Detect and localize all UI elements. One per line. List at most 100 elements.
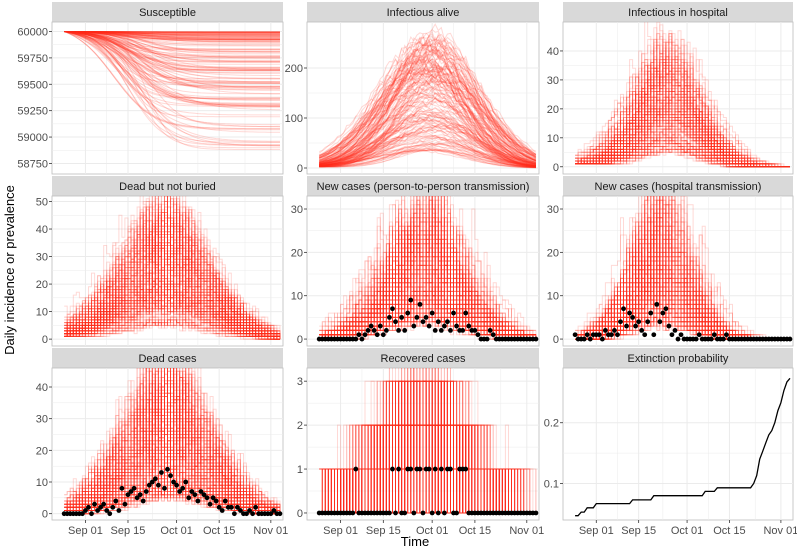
simulation-line xyxy=(64,31,280,37)
simulation-line xyxy=(319,217,536,340)
simulation-line xyxy=(64,196,281,340)
simulation-line xyxy=(575,148,790,168)
simulation-line xyxy=(64,225,280,335)
observed-point xyxy=(207,501,213,507)
simulation-line xyxy=(64,31,280,131)
simulation-line xyxy=(575,36,790,168)
simulation-line xyxy=(64,421,280,515)
simulation-line xyxy=(64,196,280,340)
observed-point xyxy=(159,470,164,475)
simulation-line xyxy=(319,290,536,340)
simulation-line xyxy=(64,440,280,515)
simulation-line xyxy=(64,31,280,34)
panel-bg-new-cases-hospital xyxy=(562,195,794,347)
simulation-line xyxy=(64,415,280,515)
simulation-line xyxy=(575,140,790,168)
simulation-line xyxy=(64,383,280,511)
simulation-line xyxy=(575,199,790,340)
simulation-line xyxy=(319,107,536,166)
simulation-line xyxy=(575,137,790,168)
simulation-line xyxy=(319,316,536,340)
strip-infectious-alive xyxy=(307,2,539,22)
simulation-line xyxy=(575,79,790,168)
simulation-line xyxy=(319,35,537,166)
simulation-line xyxy=(575,41,790,168)
simulation-line xyxy=(319,269,536,340)
simulation-line xyxy=(319,98,537,164)
simulation-line xyxy=(64,380,281,514)
simulation-line xyxy=(575,99,790,168)
simulation-line xyxy=(319,133,536,168)
observed-point xyxy=(693,336,699,342)
strip-title-infectious-hospital: Infectious in hospital xyxy=(628,7,728,19)
simulation-line xyxy=(575,73,790,168)
observed-point xyxy=(405,310,411,316)
simulation-line xyxy=(319,48,537,160)
simulation-line xyxy=(64,396,281,508)
simulation-line xyxy=(64,31,280,99)
simulation-line xyxy=(575,212,790,340)
simulation-line xyxy=(319,217,536,340)
simulation-line xyxy=(64,294,280,340)
simulation-line xyxy=(64,31,280,34)
simulation-line xyxy=(64,31,280,80)
simulation-line xyxy=(319,62,536,159)
observed-point xyxy=(235,504,240,510)
simulation-line xyxy=(575,148,790,168)
simulation-line xyxy=(64,31,280,118)
simulation-line xyxy=(319,380,536,514)
simulation-line xyxy=(575,105,790,168)
simulation-line xyxy=(319,115,537,166)
observed-point xyxy=(648,310,654,316)
observed-point xyxy=(720,336,726,342)
simulation-line xyxy=(575,114,790,168)
simulation-line xyxy=(319,125,536,167)
simulation-line xyxy=(575,251,790,340)
simulation-line xyxy=(64,31,280,91)
simulation-line xyxy=(575,41,790,168)
simulation-line xyxy=(64,31,280,84)
observed-point xyxy=(660,310,666,316)
simulation-line xyxy=(319,68,537,164)
simulation-line xyxy=(64,31,280,40)
simulation-line xyxy=(319,39,537,168)
observed-point xyxy=(79,511,85,517)
simulation-line xyxy=(319,43,537,166)
simulation-line xyxy=(64,31,280,72)
simulation-line xyxy=(64,31,280,84)
observed-point xyxy=(711,332,717,338)
simulation-line xyxy=(64,196,280,337)
simulation-line xyxy=(64,245,280,340)
simulation-line xyxy=(319,113,536,167)
observed-point xyxy=(393,319,398,325)
observed-point xyxy=(83,508,88,513)
simulation-line xyxy=(319,282,537,340)
simulation-line xyxy=(64,31,280,37)
simulation-line xyxy=(319,144,536,168)
simulation-line xyxy=(64,443,280,515)
simulation-line xyxy=(64,31,280,39)
observed-point xyxy=(615,332,620,338)
simulation-line xyxy=(64,31,280,143)
simulation-line xyxy=(64,31,280,68)
simulation-line xyxy=(319,208,536,336)
simulation-line xyxy=(64,430,281,515)
simulation-line xyxy=(575,38,790,168)
simulation-line xyxy=(575,30,790,168)
simulation-line xyxy=(319,113,536,168)
simulation-line xyxy=(64,475,280,515)
observed-point xyxy=(213,498,219,504)
simulation-line xyxy=(64,291,280,340)
panel-new-cases-p2p: New cases (person-to-person transmission… xyxy=(291,176,540,347)
simulation-line xyxy=(64,231,280,340)
x-tick-label: Sep 15 xyxy=(621,525,656,537)
simulation-line xyxy=(575,62,790,168)
simulation-line xyxy=(575,146,790,168)
simulation-line xyxy=(319,33,537,166)
simulation-line xyxy=(575,247,790,340)
simulation-line xyxy=(64,31,280,146)
simulation-line xyxy=(319,123,536,167)
simulation-line xyxy=(319,217,536,336)
simulation-line xyxy=(319,105,536,168)
simulation-line xyxy=(64,31,280,42)
